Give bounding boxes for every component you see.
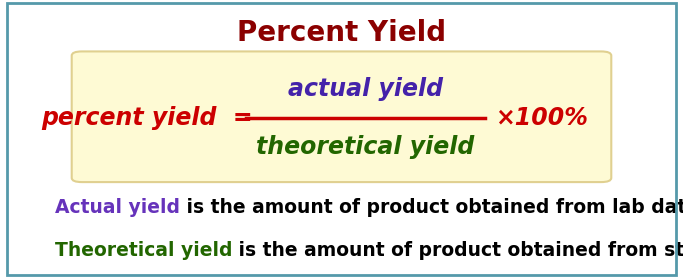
Text: is the amount of product obtained from lab data.: is the amount of product obtained from l… xyxy=(180,198,683,217)
Text: Percent Yield: Percent Yield xyxy=(237,19,446,48)
Text: Theoretical yield: Theoretical yield xyxy=(55,241,232,260)
Text: actual yield: actual yield xyxy=(288,77,443,101)
Text: theoretical yield: theoretical yield xyxy=(256,135,475,159)
Text: is the amount of product obtained from stoichiometry.: is the amount of product obtained from s… xyxy=(232,241,683,260)
Text: ×100%: ×100% xyxy=(495,106,588,130)
Text: percent yield  =: percent yield = xyxy=(41,106,253,130)
Text: Actual yield: Actual yield xyxy=(55,198,180,217)
FancyBboxPatch shape xyxy=(72,51,611,182)
